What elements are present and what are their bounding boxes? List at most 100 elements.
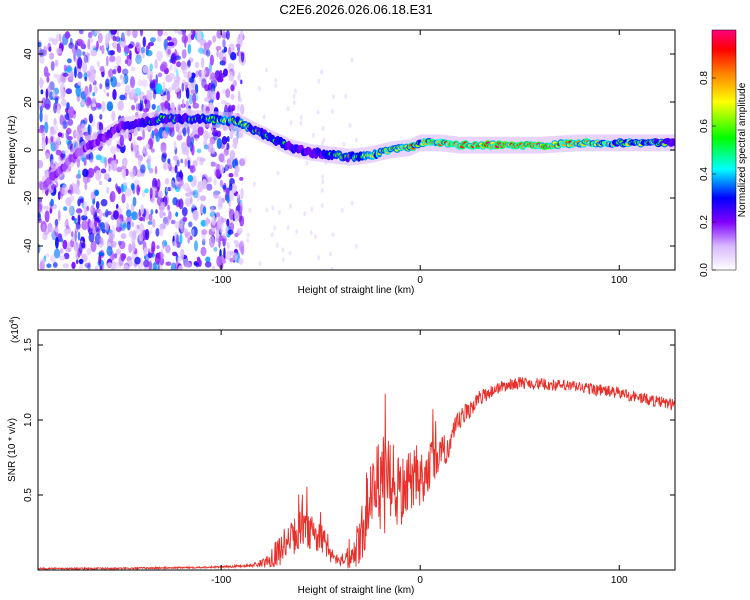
noise-speck [104,157,108,169]
noise-speck [147,252,153,259]
noise-speck [342,141,346,147]
noise-speck [121,75,125,85]
noise-speck [57,73,62,85]
figure-title: C2E6.2026.026.06.18.E31 [279,2,432,17]
snr-xlabel: Height of straight line (km) [298,585,415,596]
noise-speck [94,30,101,34]
noise-speck [64,31,70,39]
noise-speck [226,241,230,250]
noise-speck [252,181,256,187]
noise-speck [167,49,171,55]
noise-speck [350,57,354,63]
noise-speck [168,162,172,172]
noise-speck [150,209,154,215]
noise-speck [138,159,141,168]
noise-speck [236,227,244,234]
noise-speck [43,230,50,236]
noise-speck [185,231,191,237]
noise-speck [41,138,46,151]
noise-speck [120,41,125,46]
spectrogram-ytick-label: 0 [23,147,34,153]
noise-speck [63,64,67,72]
noise-speck [176,176,182,183]
noise-speck [183,217,187,223]
noise-speck [95,102,102,108]
noise-speck [176,134,183,141]
noise-speck [208,176,212,181]
noise-speck [99,221,105,232]
noise-speck [77,231,81,241]
noise-speck [165,216,170,226]
noise-speck [189,196,193,204]
noise-speck [40,258,46,264]
noise-speck [82,62,88,73]
noise-speck [248,207,252,213]
noise-speck [299,115,303,121]
noise-speck [219,179,224,187]
noise-speck [95,154,102,161]
noise-speck [125,30,132,37]
noise-speck [202,238,206,246]
noise-speck [86,52,90,64]
noise-speck [39,79,45,85]
noise-speck [201,173,208,180]
noise-speck [71,261,76,269]
noise-speck [190,89,196,95]
noise-speck [196,148,202,154]
noise-speck [157,72,163,78]
snr-ytick-label: 0.5 [23,488,34,502]
noise-speck [213,246,218,252]
spectrogram-xlabel: Height of straight line (km) [298,285,415,296]
noise-speck [96,60,100,68]
noise-speck [131,87,135,98]
noise-speck [225,88,231,98]
noise-speck [38,213,42,222]
noise-speck [54,218,59,227]
noise-speck [185,197,192,207]
noise-speck [122,68,129,76]
noise-speck [233,240,239,244]
noise-speck [213,177,217,186]
noise-speck [135,150,140,159]
noise-speck [196,31,202,41]
noise-speck [59,193,63,200]
noise-speck [45,152,50,160]
noise-speck [95,201,100,210]
noise-speck [111,110,116,122]
noise-speck [137,103,144,111]
noise-speck [292,100,296,105]
noise-speck [67,241,72,252]
noise-speck [140,46,146,54]
noise-speck [238,240,245,252]
noise-speck [175,179,178,187]
noise-speck [197,126,204,136]
noise-speck [84,183,88,191]
noise-speck [66,127,72,135]
noise-speck [210,72,216,80]
noise-speck [213,132,218,141]
noise-speck [95,226,100,232]
noise-speck [239,97,243,103]
noise-speck [314,234,318,240]
noise-speck [94,216,99,222]
noise-speck [57,209,61,222]
noise-speck [167,158,171,164]
noise-speck [50,158,55,169]
noise-speck [113,154,116,162]
noise-speck [232,80,237,87]
noise-speck [191,144,195,156]
noise-speck [192,175,197,186]
noise-speck [121,168,127,178]
noise-speck [215,45,222,51]
noise-speck [46,263,52,269]
noise-speck [152,177,158,190]
ridge-halo [42,110,675,195]
noise-speck [166,77,173,82]
noise-speck [217,215,224,226]
noise-speck [181,82,185,92]
noise-speck [94,189,99,196]
noise-speck [38,197,42,204]
noise-speck [206,183,213,191]
noise-speck [172,251,178,257]
noise-speck [91,44,97,49]
